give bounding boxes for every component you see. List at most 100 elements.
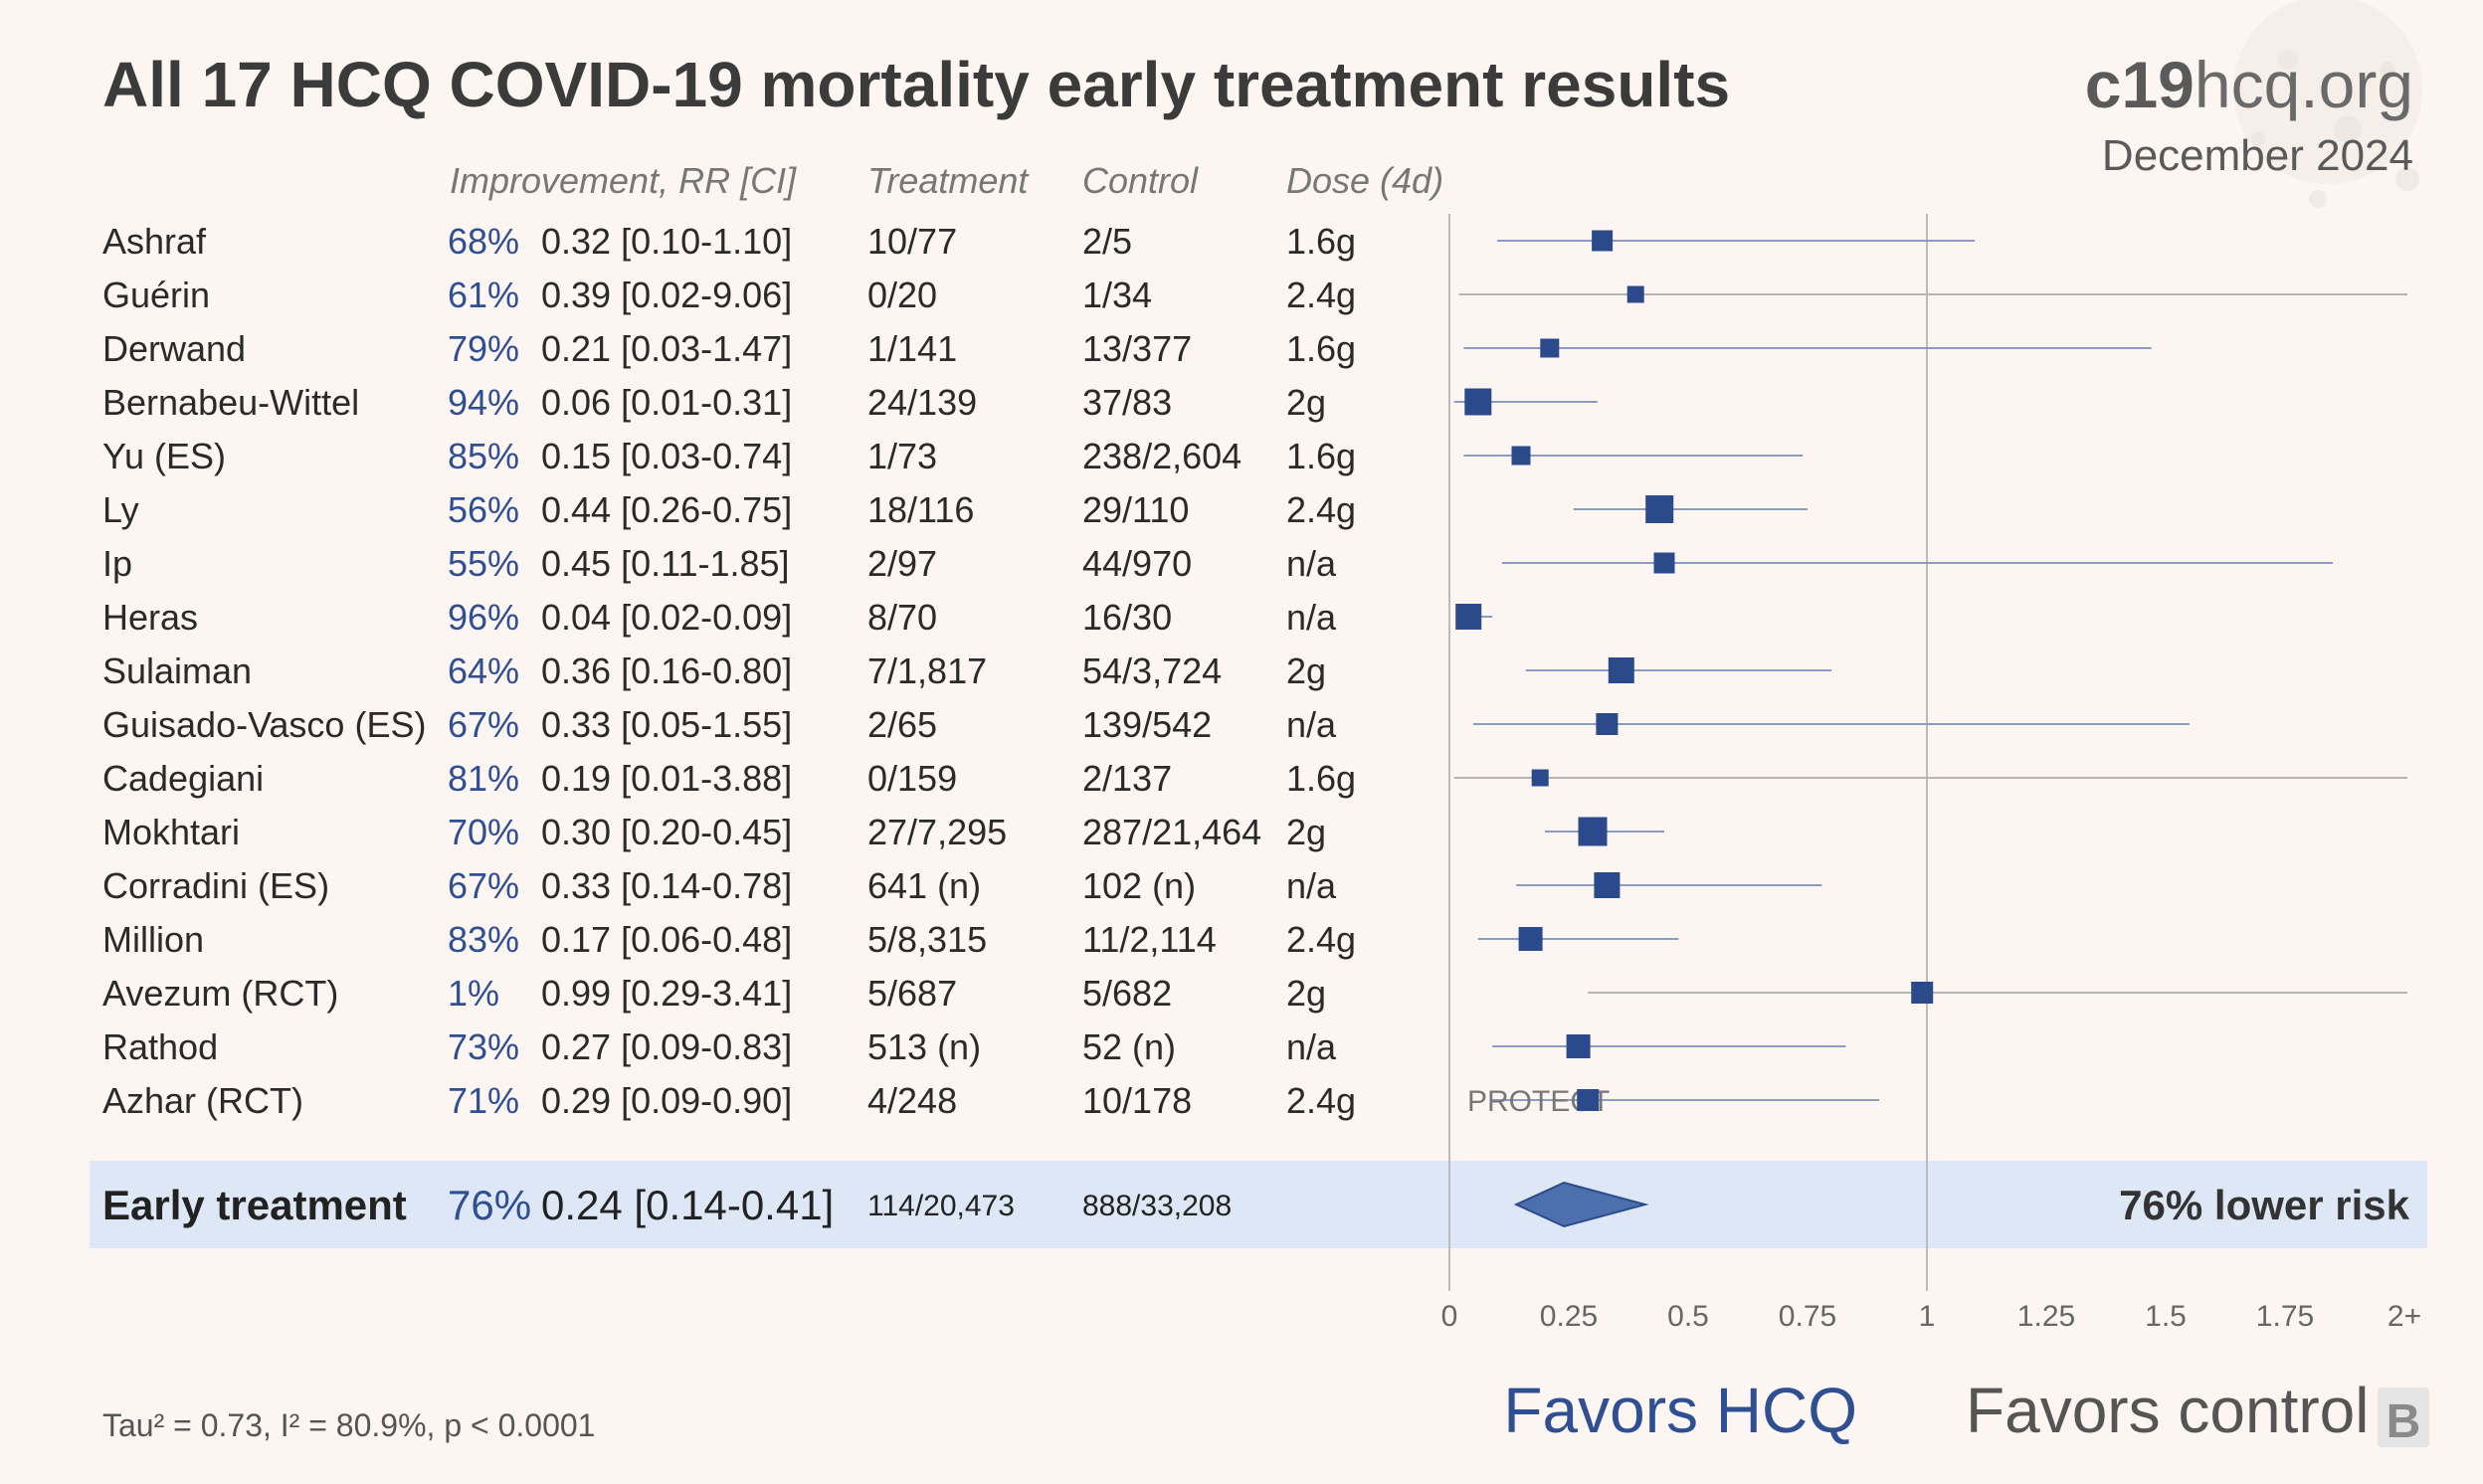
study-dose: 2.4g: [1286, 919, 1356, 960]
favors-control-label: Favors control: [1966, 1375, 2369, 1446]
study-treatment: 7/1,817: [867, 650, 987, 691]
study-treatment: 0/159: [867, 758, 957, 799]
study-rr: 0.27 [0.09-0.83]: [541, 1026, 792, 1067]
study-name: Cadegiani: [102, 758, 264, 799]
study-name: Sulaiman: [102, 650, 252, 691]
summary-control: 888/33,208: [1082, 1190, 1232, 1222]
summary-name: Early treatment: [102, 1182, 407, 1228]
study-improvement: 56%: [448, 489, 519, 530]
summary-treatment: 114/20,473: [867, 1190, 1015, 1222]
study-dose: 1.6g: [1286, 436, 1356, 476]
table-row: Sulaiman 64% 0.36 [0.16-0.80] 7/1,817 54/3,7…: [102, 650, 1326, 691]
study-name: Mokhtari: [102, 812, 240, 852]
study-rr: 0.21 [0.03-1.47]: [541, 328, 792, 369]
x-axis-ticks: 0 0.25 0.5 0.75 1 1.25 1.5 1.75 2+: [1441, 1300, 2421, 1333]
table-row: Yu (ES) 85% 0.15 [0.03-0.74] 1/73 238/2,604 1…: [102, 436, 1356, 476]
study-name: Million: [102, 919, 204, 960]
study-dose: n/a: [1286, 704, 1337, 745]
study-dose: 2g: [1286, 650, 1326, 691]
study-control: 287/21,464: [1082, 812, 1261, 852]
table-row: Bernabeu-Wittel 94% 0.06 [0.01-0.31] 24/139…: [102, 382, 1326, 423]
study-improvement: 61%: [448, 275, 519, 315]
study-treatment: 10/77: [867, 221, 957, 262]
study-name: Derwand: [102, 328, 246, 369]
x-tick-label: 2+: [2388, 1300, 2421, 1333]
header-dose: Dose (4d): [1286, 160, 1443, 201]
study-name: Ly: [102, 489, 139, 530]
study-treatment: 5/8,315: [867, 919, 987, 960]
rr-marker: [1577, 1089, 1600, 1111]
study-treatment: 5/687: [867, 973, 957, 1014]
corner-badge: [2378, 1388, 2429, 1447]
rr-marker: [1626, 285, 1644, 303]
study-treatment: 1/73: [867, 436, 937, 476]
study-rr: 0.39 [0.02-9.06]: [541, 275, 792, 315]
table-row: Ashraf 68% 0.32 [0.10-1.10] 10/77 2/5 1.6g: [102, 221, 1356, 262]
table-row: Derwand 79% 0.21 [0.03-1.47] 1/141 13/377 1.6…: [102, 328, 1356, 369]
x-tick-label: 1.75: [2256, 1300, 2314, 1333]
study-rr: 0.32 [0.10-1.10]: [541, 221, 792, 262]
study-rr: 0.17 [0.06-0.48]: [541, 919, 792, 960]
study-treatment: 1/141: [867, 328, 957, 369]
table-row: Million 83% 0.17 [0.06-0.48] 5/8,315 11/2,11…: [102, 919, 1356, 960]
study-name: Ip: [102, 543, 132, 584]
study-improvement: 67%: [448, 865, 519, 906]
study-improvement: 79%: [448, 328, 519, 369]
rr-marker: [1540, 338, 1560, 358]
rr-marker: [1592, 230, 1614, 252]
rr-marker: [1531, 769, 1549, 787]
rr-marker: [1455, 604, 1482, 630]
study-control: 1/34: [1082, 275, 1152, 315]
heterogeneity-stats: Tau² = 0.73, I² = 80.9%, p < 0.0001: [102, 1407, 595, 1443]
rr-marker: [1594, 872, 1621, 898]
rr-marker: [1596, 713, 1619, 735]
study-improvement: 55%: [448, 543, 519, 584]
study-dose: 2.4g: [1286, 489, 1356, 530]
study-rr: 0.19 [0.01-3.88]: [541, 758, 792, 799]
study-improvement: 1%: [448, 973, 499, 1014]
x-tick-label: 0.25: [1540, 1300, 1598, 1333]
study-control: 54/3,724: [1082, 650, 1222, 691]
study-rr: 0.44 [0.26-0.75]: [541, 489, 792, 530]
study-rr: 0.30 [0.20-0.45]: [541, 812, 792, 852]
table-row: Mokhtari 70% 0.30 [0.20-0.45] 27/7,295 287/2…: [102, 812, 1326, 852]
table-row: Guisado-Vasco (ES) 67% 0.33 [0.05-1.55] 2/6…: [102, 704, 1337, 745]
study-improvement: 96%: [448, 597, 519, 638]
x-tick-label: 0.5: [1667, 1300, 1709, 1333]
study-dose: n/a: [1286, 865, 1337, 906]
study-dose: 2g: [1286, 812, 1326, 852]
rr-marker: [1578, 817, 1608, 846]
study-name: Azhar (RCT): [102, 1080, 303, 1121]
study-name: Ashraf: [102, 221, 207, 262]
x-tick-label: 1: [1919, 1300, 1936, 1333]
study-name: Yu (ES): [102, 436, 226, 476]
rr-marker: [1518, 927, 1543, 951]
study-dose: n/a: [1286, 597, 1337, 638]
table-row: Ip 55% 0.45 [0.11-1.85] 2/97 44/970 n/a: [102, 543, 1337, 584]
study-rr: 0.99 [0.29-3.41]: [541, 973, 792, 1014]
rr-marker: [1645, 495, 1674, 523]
study-name: Avezum (RCT): [102, 973, 338, 1014]
study-treatment: 4/248: [867, 1080, 957, 1121]
study-name: Heras: [102, 597, 198, 638]
summary-improvement: 76%: [448, 1182, 531, 1228]
study-rr: 0.06 [0.01-0.31]: [541, 382, 792, 423]
table-row: Corradini (ES) 67% 0.33 [0.14-0.78] 641 (n)…: [102, 865, 1337, 906]
table-row: Cadegiani 81% 0.19 [0.01-3.88] 0/159 2/137 1.…: [102, 758, 1356, 799]
study-rr: 0.15 [0.03-0.74]: [541, 436, 792, 476]
table-row: Ly 56% 0.44 [0.26-0.75] 18/116 29/110 2.4g: [102, 489, 1356, 530]
site-logo-bold: c19: [2085, 48, 2195, 121]
study-treatment: 641 (n): [867, 865, 981, 906]
x-tick-label: 0: [1441, 1300, 1458, 1333]
study-improvement: 83%: [448, 919, 519, 960]
study-control: 52 (n): [1082, 1026, 1176, 1067]
study-treatment: 24/139: [867, 382, 977, 423]
study-name: Guisado-Vasco (ES): [102, 704, 426, 745]
study-rr: 0.36 [0.16-0.80]: [541, 650, 792, 691]
study-dose: 2.4g: [1286, 275, 1356, 315]
study-rows: Ashraf 68% 0.32 [0.10-1.10] 10/77 2/5 1.6g Gué…: [102, 221, 1356, 1121]
summary-band: [90, 1161, 2427, 1248]
table-row: Avezum (RCT) 1% 0.99 [0.29-3.41] 5/687 5/682…: [102, 973, 1326, 1014]
x-tick-label: 0.75: [1779, 1300, 1836, 1333]
